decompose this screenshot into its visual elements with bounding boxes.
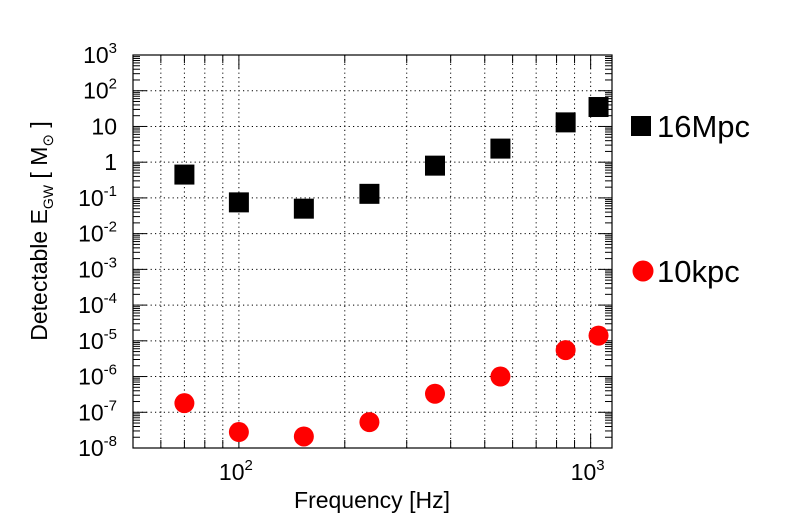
data-point-10kpc [424,383,445,404]
x-axis-title: Frequency [Hz] [294,487,450,513]
data-point-16mpc [359,183,380,204]
y-tick-label: 10-3 [78,254,117,282]
x-tick-label: 103 [571,457,605,485]
data-point-10kpc [555,340,576,361]
y-axis-title-unit-subscript: ⊙ [40,134,57,147]
y-tick-label: 103 [83,40,117,68]
y-tick-label: 10-8 [78,433,117,461]
legend-label-16mpc: 16Mpc [657,109,750,144]
x-tick-labels: 102 103 [219,457,605,485]
data-point-16mpc [228,192,249,213]
y-tick-label: 10-4 [78,290,117,318]
data-point-16mpc [174,164,195,185]
data-point-10kpc [588,325,609,346]
data-point-10kpc [228,422,249,443]
data-point-10kpc [174,393,195,414]
data-point-16mpc [293,198,314,219]
plot-frame [132,54,613,449]
y-tick-label: 10 [91,113,117,139]
y-tick-label: 10-7 [78,397,117,425]
legend: 16Mpc 10kpc [631,109,750,289]
data-points [174,97,609,447]
y-axis-title-unit-close: ] [26,121,52,134]
legend-marker-10kpc [632,260,654,282]
legend-marker-16mpc [631,116,651,136]
x-tick-label: 102 [219,457,253,485]
grid-lines [132,54,612,449]
legend-label-10kpc: 10kpc [657,254,740,289]
data-point-16mpc [490,138,511,159]
y-tick-labels: 10310210110-110-210-310-410-510-610-710-… [78,40,117,461]
y-tick-label: 10-5 [78,326,117,354]
y-axis-title-unit: [ M [26,147,52,185]
data-point-16mpc [588,97,609,118]
y-axis-title: Detectable EGW [ M⊙ ] [26,121,57,341]
plot-axes [132,54,613,449]
y-tick-label: 1 [104,149,117,175]
y-tick-label: 10-1 [78,183,117,211]
y-axis-title-main: Detectable E [26,209,52,341]
data-point-10kpc [293,426,314,447]
data-point-16mpc [555,112,576,133]
data-point-10kpc [490,366,511,387]
y-tick-label: 10-2 [78,219,117,247]
y-tick-label: 10-6 [78,362,117,390]
data-point-16mpc [424,155,445,176]
data-point-10kpc [359,412,380,433]
axis-ticks [132,54,612,449]
y-tick-label: 102 [83,76,117,104]
y-axis-title-subscript: GW [40,184,56,209]
